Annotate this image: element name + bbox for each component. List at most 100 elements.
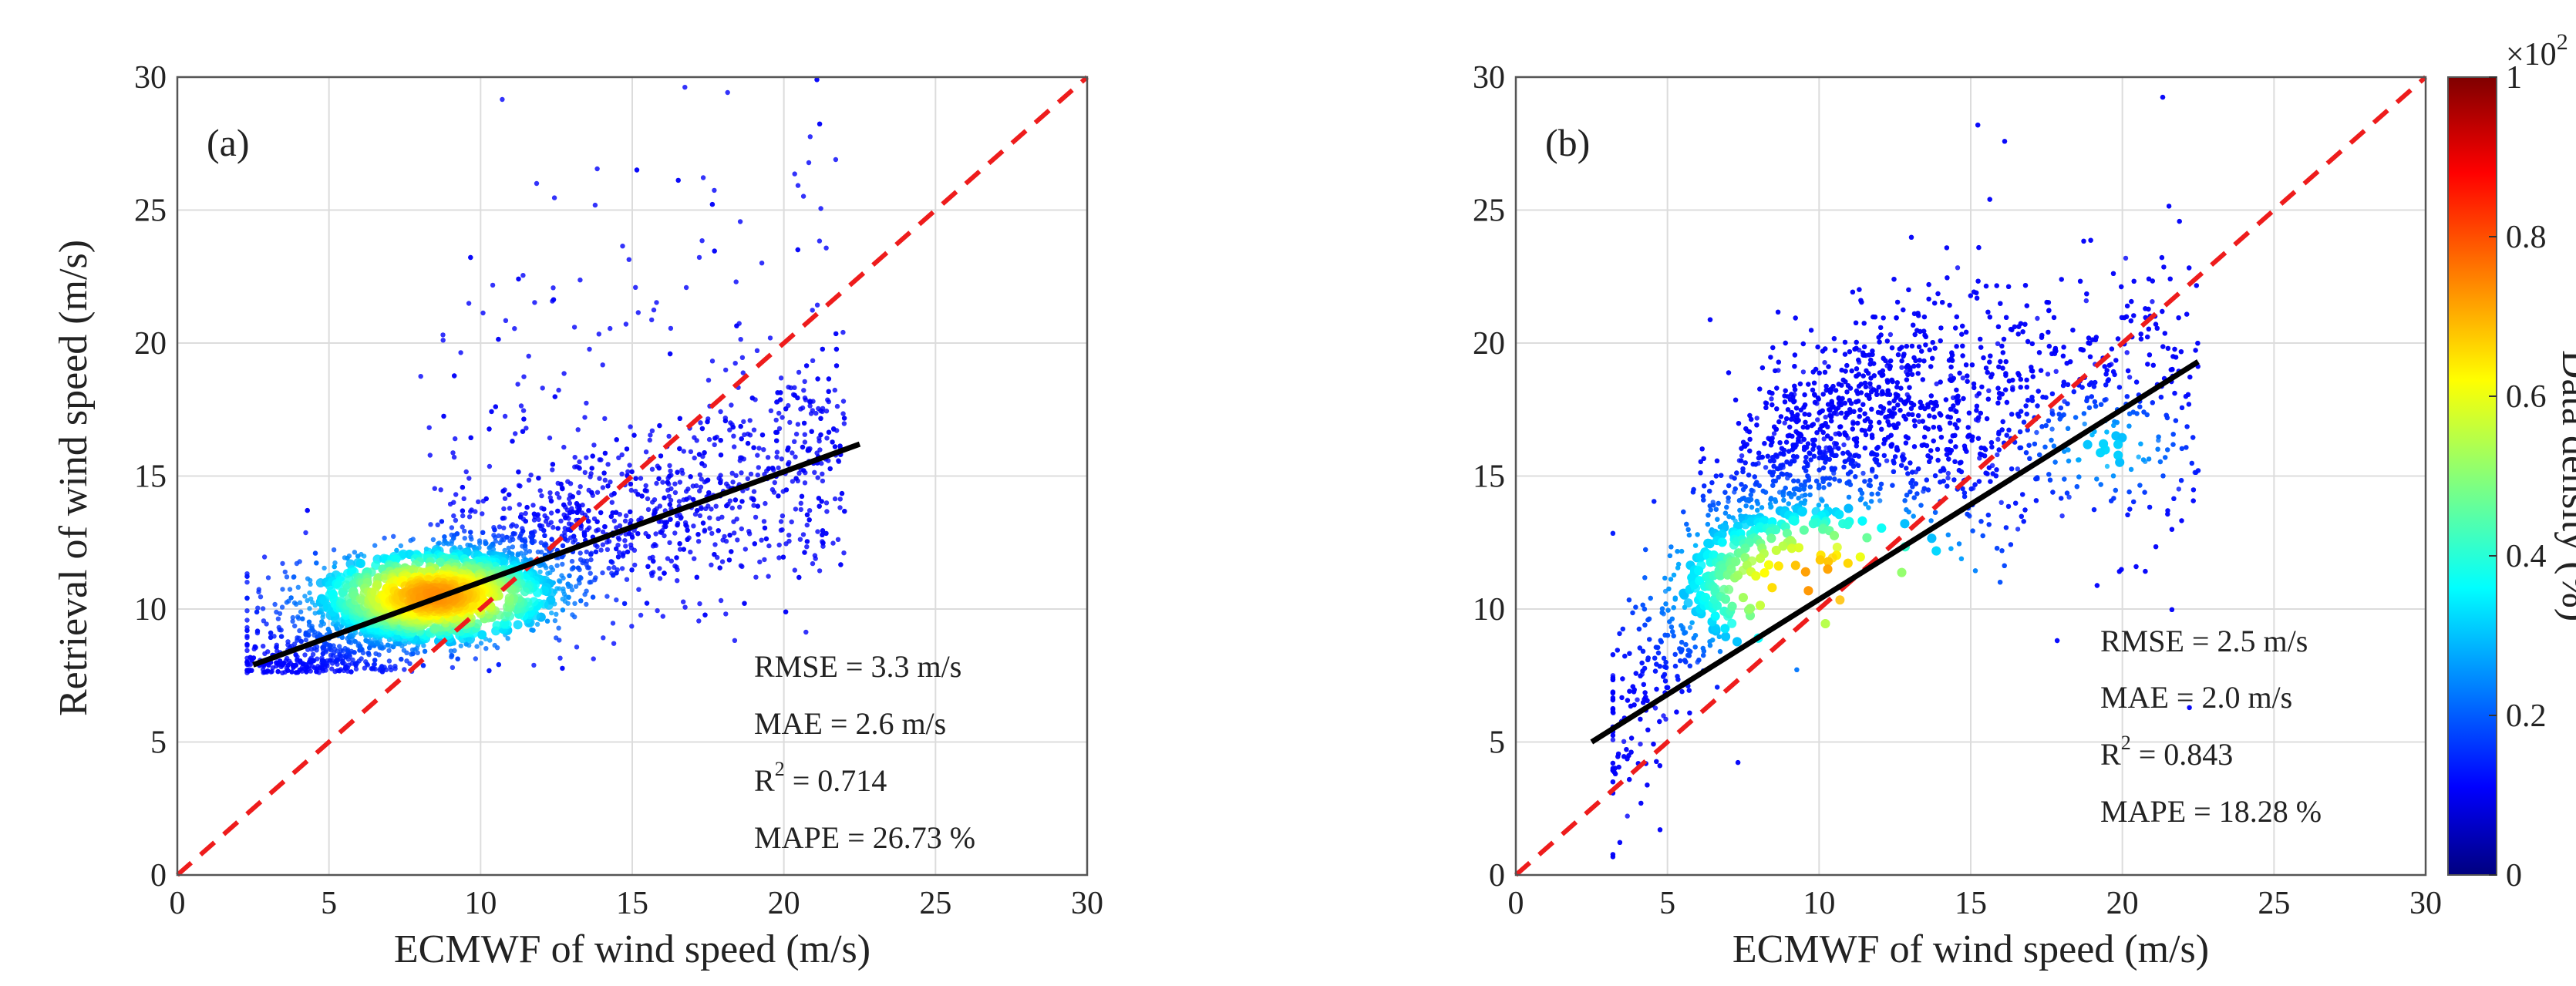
data-point <box>725 89 730 96</box>
data-point <box>792 567 798 573</box>
data-point <box>570 494 575 500</box>
data-point <box>554 563 560 568</box>
data-point <box>1966 410 1972 416</box>
data-point <box>2003 387 2009 392</box>
data-point <box>817 238 823 244</box>
data-point <box>315 656 320 661</box>
data-point <box>1699 446 1705 452</box>
data-point <box>449 525 455 530</box>
data-point <box>1987 315 1992 320</box>
data-point <box>649 573 655 578</box>
panel-label-a: (a) <box>207 121 250 164</box>
data-point <box>418 374 423 379</box>
data-point <box>2179 518 2184 523</box>
data-point <box>681 449 686 454</box>
data-point <box>1899 365 1904 370</box>
data-point <box>2160 308 2165 315</box>
data-point <box>1827 408 1833 413</box>
data-point <box>652 511 657 517</box>
data-point <box>2093 337 2099 342</box>
data-point <box>1625 698 1631 703</box>
data-point <box>1943 397 1949 402</box>
data-point <box>571 540 576 545</box>
data-point <box>706 436 712 443</box>
data-point <box>1998 301 2003 306</box>
data-point <box>1802 412 1807 417</box>
x-axis-label-a: ECMWF of wind speed (m/s) <box>394 927 870 971</box>
data-point <box>513 431 518 436</box>
data-point <box>649 317 655 323</box>
data-point <box>2030 374 2036 379</box>
data-point <box>1792 383 1797 389</box>
data-point <box>832 444 838 449</box>
data-point <box>737 504 742 510</box>
data-point <box>841 416 847 421</box>
data-point <box>666 493 672 499</box>
data-point <box>399 656 404 662</box>
data-point <box>1897 408 1903 413</box>
data-point <box>1878 410 1884 416</box>
data-point <box>567 510 573 516</box>
data-point <box>427 453 433 458</box>
data-point <box>560 543 566 549</box>
data-point <box>605 483 611 489</box>
data-point <box>763 500 768 506</box>
data-point <box>584 549 589 555</box>
data-point <box>1895 421 1901 426</box>
data-point <box>1645 727 1651 732</box>
data-point <box>497 540 503 546</box>
data-point <box>561 575 566 581</box>
data-point <box>729 402 734 408</box>
data-point <box>2146 326 2151 331</box>
data-point <box>677 416 682 421</box>
data-point <box>1878 325 1884 331</box>
data-point <box>392 664 398 669</box>
data-point <box>468 509 473 514</box>
data-point <box>1871 314 1876 320</box>
data-point <box>507 506 513 511</box>
data-point <box>622 538 628 543</box>
data-point <box>590 453 595 459</box>
data-point <box>1911 311 1918 317</box>
stat-mae-a: MAE = 2.6 m/s <box>754 706 946 741</box>
data-point <box>796 574 802 580</box>
data-point <box>1969 362 1975 368</box>
data-point <box>1974 403 1980 409</box>
data-point <box>636 587 641 592</box>
data-point <box>547 490 553 496</box>
data-point <box>496 661 501 668</box>
data-point <box>677 541 682 547</box>
data-point <box>536 517 541 523</box>
data-point <box>1735 759 1741 766</box>
data-point <box>753 574 759 580</box>
data-point <box>660 614 665 619</box>
data-point <box>261 644 266 649</box>
data-point <box>707 526 712 531</box>
data-point <box>695 539 702 544</box>
data-point <box>1778 414 1784 419</box>
data-point <box>1817 410 1822 416</box>
data-point <box>493 404 498 409</box>
data-point <box>1902 401 1908 406</box>
data-point <box>546 595 556 605</box>
data-point <box>1930 340 1935 345</box>
data-point <box>2003 372 2009 379</box>
data-point <box>537 569 543 574</box>
data-point <box>520 587 530 597</box>
data-point <box>776 426 783 432</box>
data-point <box>674 555 679 560</box>
data-point <box>500 618 510 628</box>
data-point <box>310 664 315 669</box>
data-point <box>1940 300 1945 305</box>
data-point <box>789 519 794 525</box>
data-point <box>761 447 766 453</box>
data-point <box>466 476 472 481</box>
data-point <box>584 400 589 406</box>
data-point <box>2046 308 2052 314</box>
data-point <box>624 577 630 582</box>
data-point <box>1897 346 1902 352</box>
x-tick-label: 25 <box>919 886 951 921</box>
data-point <box>2150 299 2155 305</box>
data-point <box>402 667 407 672</box>
data-point <box>1984 416 1990 422</box>
